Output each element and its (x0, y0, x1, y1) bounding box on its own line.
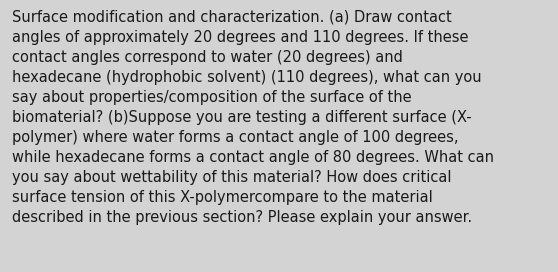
Text: Surface modification and characterization. (a) Draw contact
angles of approximat: Surface modification and characterizatio… (12, 10, 494, 225)
